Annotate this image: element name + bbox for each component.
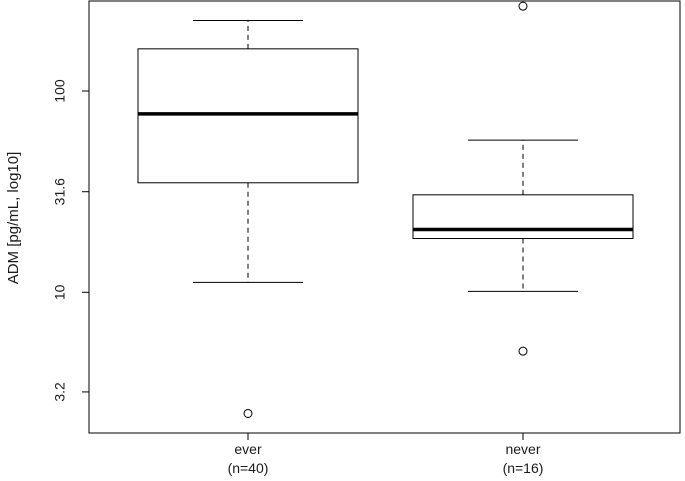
plot-frame: [88, 0, 681, 434]
boxes: [137, 1, 634, 418]
y-tick-label: 3.2: [52, 382, 68, 402]
x-tick-label-n: (n=16): [503, 460, 544, 476]
x-tick-label: never: [505, 441, 540, 457]
iqr-box: [137, 48, 359, 184]
box-never: [412, 1, 634, 356]
y-tick-label: 31.6: [52, 178, 68, 205]
outlier-point: [518, 1, 528, 11]
y-axis-title: ADM [pg/mL, log10]: [5, 152, 22, 285]
outlier-point: [243, 408, 253, 418]
x-axis: ever (n=40) never (n=16): [228, 433, 544, 476]
box-ever: [137, 20, 359, 418]
outlier-point: [518, 346, 528, 356]
y-tick-label: 10: [52, 284, 68, 300]
iqr-box: [412, 194, 634, 240]
x-tick-label: ever: [234, 441, 262, 457]
y-tick-label: 100: [52, 79, 68, 103]
y-axis: 3.2 10 31.6 100: [52, 79, 89, 402]
x-tick-label-n: (n=40): [228, 460, 269, 476]
